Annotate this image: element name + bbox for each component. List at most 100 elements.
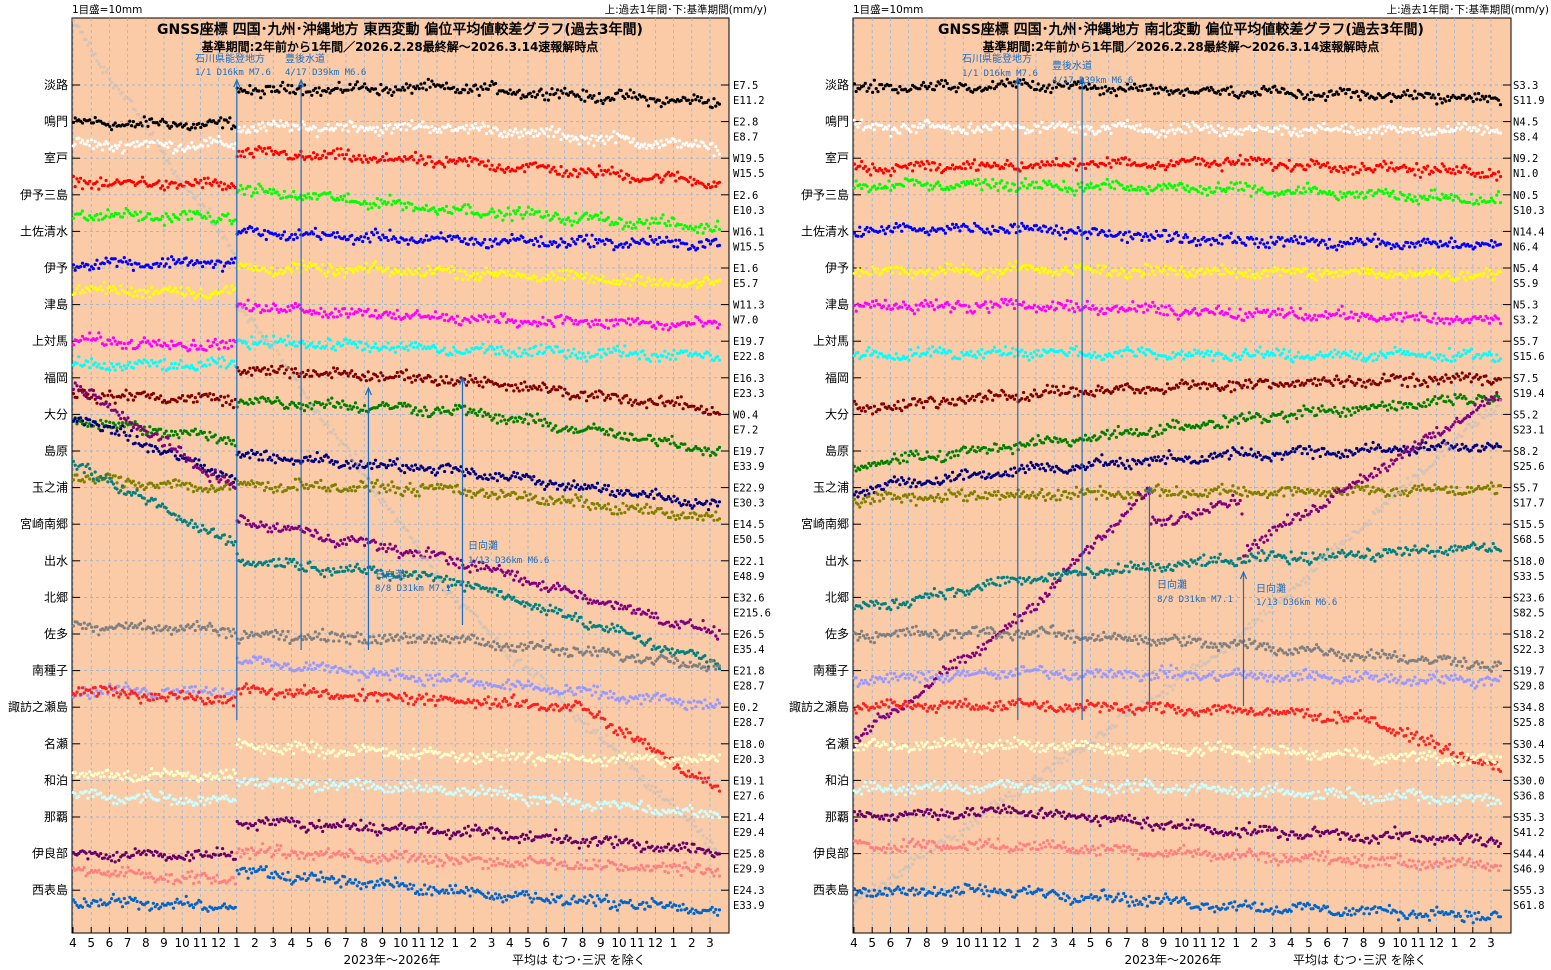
data-point [125, 367, 128, 370]
data-point [556, 488, 559, 491]
data-point [530, 239, 533, 242]
data-point [254, 187, 257, 190]
data-point [467, 411, 470, 414]
gnss-displacement-figure: 4 5 6 7 8 9 10 11 12 1 2 3 4 5 6 7 8 9 10 11 12 1 2 3 4 5 6 7 8 9 10 11… [0, 0, 1551, 970]
data-point [443, 319, 446, 322]
data-point [316, 153, 319, 156]
data-point [678, 517, 681, 520]
data-point [74, 143, 77, 146]
data-point [541, 497, 544, 500]
data-point [398, 270, 401, 273]
data-point [272, 153, 275, 156]
data-point [439, 131, 442, 134]
data-point [441, 313, 444, 316]
data-point [248, 84, 251, 87]
data-point [643, 353, 646, 356]
data-point [212, 393, 215, 396]
data-point [292, 157, 295, 160]
data-point [614, 318, 617, 321]
data-point [483, 351, 486, 354]
data-point [190, 484, 193, 487]
data-point [561, 322, 564, 325]
data-point [379, 404, 382, 407]
data-point [176, 400, 179, 403]
data-point [376, 126, 379, 129]
data-point [390, 316, 393, 319]
data-point [237, 369, 240, 372]
data-point [534, 129, 537, 132]
data-point [136, 435, 139, 438]
data-point [341, 542, 344, 545]
data-point [277, 272, 280, 275]
data-point [572, 347, 575, 350]
data-point [332, 345, 335, 348]
data-point [227, 436, 230, 439]
data-point [150, 345, 153, 348]
data-point [205, 436, 208, 439]
data-point [669, 442, 672, 445]
data-point [707, 99, 710, 102]
data-point [328, 263, 331, 266]
data-point [481, 477, 484, 480]
data-point [287, 335, 290, 338]
data-point [134, 484, 137, 487]
data-point [570, 224, 573, 227]
data-point [307, 487, 310, 490]
data-point [199, 464, 202, 467]
data-point [250, 226, 253, 229]
data-point [132, 367, 135, 370]
data-point [228, 535, 231, 538]
data-point [507, 132, 510, 135]
data-point [172, 434, 175, 437]
data-point [288, 376, 291, 379]
data-point [436, 213, 439, 216]
data-point [348, 312, 351, 315]
data-point [603, 243, 606, 246]
data-point [254, 265, 257, 268]
data-point [194, 344, 197, 347]
data-point [660, 323, 663, 326]
data-point [228, 339, 231, 342]
data-point [272, 491, 275, 494]
data-point [168, 286, 171, 289]
data-point [500, 132, 503, 135]
data-point [385, 346, 388, 349]
data-point [490, 80, 493, 83]
data-point [496, 422, 499, 425]
data-point [476, 381, 479, 384]
data-point [230, 541, 233, 544]
data-point [252, 125, 255, 128]
data-point [583, 100, 586, 103]
data-point [611, 351, 614, 354]
data-point [569, 355, 572, 358]
data-point [600, 169, 603, 172]
data-point [95, 213, 98, 216]
data-point [103, 394, 106, 397]
data-point [632, 223, 635, 226]
data-point [572, 220, 575, 223]
data-point [534, 237, 537, 240]
data-point [225, 187, 228, 190]
data-point [643, 96, 646, 99]
data-point [99, 143, 102, 146]
data-point [261, 89, 264, 92]
data-point [489, 494, 492, 497]
data-point [170, 430, 173, 433]
data-point [520, 382, 523, 385]
data-point [534, 321, 537, 324]
data-point [201, 145, 204, 148]
data-point [570, 135, 573, 138]
data-point [336, 147, 339, 150]
data-point [183, 210, 186, 213]
data-point [514, 574, 517, 577]
data-point [501, 135, 504, 138]
data-point [381, 131, 384, 134]
data-point [157, 450, 160, 453]
data-point [414, 494, 417, 497]
data-point [476, 414, 479, 417]
data-point [498, 272, 501, 275]
data-point [225, 543, 228, 546]
data-point [114, 257, 117, 260]
data-point [247, 370, 250, 373]
data-point [79, 292, 82, 295]
